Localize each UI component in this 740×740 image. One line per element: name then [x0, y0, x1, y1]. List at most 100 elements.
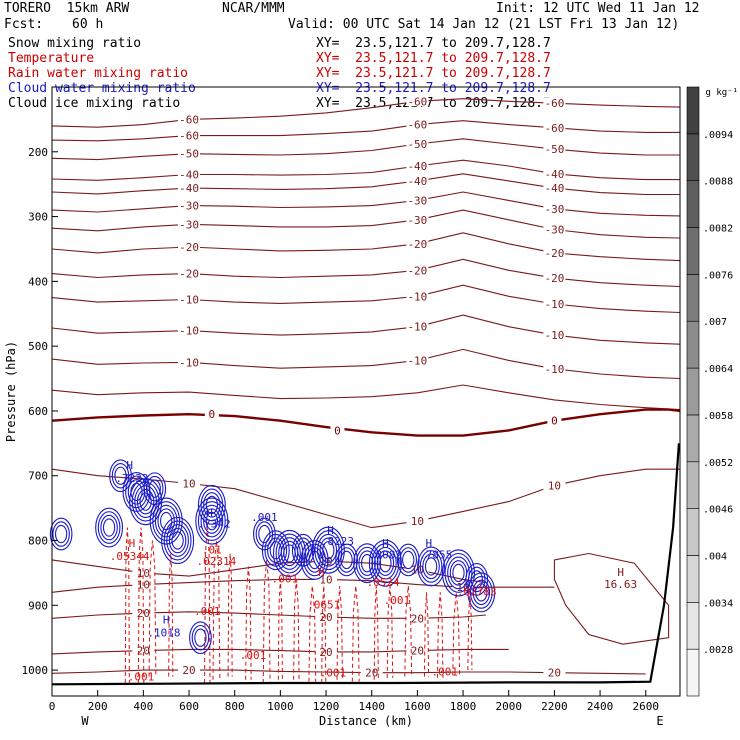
temperature-contour-label: 20 — [548, 667, 561, 680]
contour-label-bg — [543, 479, 566, 491]
temperature-contour-label: 20 — [137, 645, 150, 658]
rain-water-contour — [227, 553, 233, 677]
maximum-label: H — [129, 537, 136, 550]
temperature-contour — [51, 468, 680, 529]
cloud-water-contour — [54, 524, 68, 544]
contour-label-bg — [406, 320, 429, 332]
field-name: Snow mixing ratio — [8, 36, 142, 51]
cloud-water-contour — [136, 488, 155, 515]
y-tick-label: 200 — [28, 146, 48, 159]
cloud-water-contour — [154, 504, 178, 538]
cloud-water-contour — [353, 543, 382, 584]
contour-label-bg — [543, 223, 566, 235]
colorbar-unit: g kg⁻¹ — [705, 88, 738, 98]
cloud-water-contour — [49, 517, 73, 551]
cloud-water-contour — [371, 543, 400, 584]
cloud-water-contour — [452, 563, 465, 583]
x-tick-label: 1400 — [358, 700, 385, 713]
y-tick-label: 800 — [28, 535, 48, 548]
rain-water-contour — [124, 527, 130, 684]
temperature-contour-label: 20 — [365, 667, 378, 680]
maximum-label: .8223 — [321, 535, 354, 548]
temperature-contour-label: -40 — [544, 182, 564, 195]
temperature-contour — [51, 173, 680, 196]
contour-label-bg — [178, 168, 201, 180]
x-tick-label: 400 — [133, 700, 153, 713]
colorbar-swatch — [686, 414, 700, 463]
temperature-contour — [51, 384, 681, 411]
valid-time: Valid: 00 UTC Sat 14 Jan 12 (21 LST Fri … — [288, 17, 680, 32]
temperature-contour-label: -10 — [179, 356, 199, 369]
temperature-contour-label: 10 — [548, 479, 561, 492]
colorbar-label: .0076 — [703, 270, 733, 281]
maximum-label: .7855 — [419, 549, 452, 562]
cloud-water-contour — [97, 511, 121, 544]
rain-water-contour — [467, 592, 473, 671]
contour-label-bg — [406, 95, 429, 107]
x-tick-label: 1800 — [450, 700, 477, 713]
y-tick-label: 700 — [28, 470, 48, 483]
colorbar-swatch — [686, 274, 700, 322]
maximum-label: H — [206, 507, 213, 520]
freezing-level-label: 0 — [551, 415, 558, 428]
contour-label-bg — [543, 329, 566, 341]
temperature-contour-label: -10 — [544, 298, 564, 311]
temperature-contour — [51, 209, 681, 239]
cloud-water-contour — [139, 492, 152, 511]
maximum-label: H — [382, 537, 389, 550]
contour-label-bg — [406, 237, 429, 249]
temperature-contour-label: -60 — [179, 130, 199, 143]
y-tick-label: 500 — [28, 340, 48, 353]
cloud-water-contour — [197, 501, 226, 542]
cloud-water-contour — [368, 539, 402, 587]
temperature-contour-label: 20 — [319, 611, 332, 624]
rain-water-contour — [137, 527, 145, 684]
temperature-contour-label: -10 — [407, 290, 427, 303]
temperature-contour — [51, 314, 681, 345]
contour-label-bg — [178, 241, 201, 253]
cloud-water-contour — [191, 624, 210, 651]
temperature-contour-label: -30 — [544, 224, 564, 237]
cloud-water-contour — [195, 497, 229, 545]
colorbar-swatch — [686, 86, 700, 135]
rain-water-contour — [168, 553, 174, 677]
model-title: TORERO 15km ARW — [4, 1, 130, 16]
contour-label-bg — [406, 174, 429, 186]
contour-label-bg — [406, 354, 429, 366]
terrain-line — [51, 443, 680, 686]
temperature-contour-label: -40 — [407, 175, 427, 188]
cloud-water-contour — [376, 550, 395, 576]
colorbar-swatch — [686, 320, 700, 369]
cloud-water-contour — [291, 533, 315, 567]
cloud-water-contour — [255, 521, 274, 547]
contour-label-bg — [132, 566, 155, 578]
rain-water-contour — [336, 585, 343, 680]
cloud-water-contour — [355, 546, 379, 580]
maximum-label: .7342 — [198, 518, 231, 531]
cloud-water-contour — [468, 566, 486, 593]
cloud-water-contour — [157, 508, 175, 534]
init-time: Init: 12 UTC Wed 11 Jan 12 — [496, 1, 700, 16]
cloud-water-contour — [100, 514, 118, 541]
cloud-water-contour — [205, 495, 219, 515]
cloud-water-contour — [160, 511, 173, 531]
rain-water-contour — [436, 592, 444, 678]
x-tick-label: 2400 — [587, 700, 614, 713]
field-xy: XY= 23.5,121.7 to 209.7,128.7 — [316, 36, 551, 51]
maximum-label: 16.63 — [604, 578, 637, 591]
cloud-water-contour — [134, 485, 157, 518]
field-name: Rain water mixing ratio — [8, 66, 189, 81]
field-xy: XY= 23.5,121.7 to 209.7,128.7 — [316, 66, 551, 81]
temperature-contour-label: 10 — [137, 567, 150, 580]
temperature-contour-label: -50 — [544, 143, 564, 156]
temperature-contour-label: 10 — [182, 477, 195, 490]
temperature-contour — [51, 120, 680, 142]
cloud-water-contour — [319, 537, 338, 563]
y-tick-label: 400 — [28, 275, 48, 288]
cloud-water-contour — [316, 533, 340, 567]
cloud-water-contour — [444, 552, 473, 593]
cloud-water-contour — [358, 550, 376, 576]
contour-label-bg — [543, 362, 566, 374]
colorbar-label: .0094 — [703, 130, 733, 141]
cloud-water-contour — [303, 543, 326, 577]
